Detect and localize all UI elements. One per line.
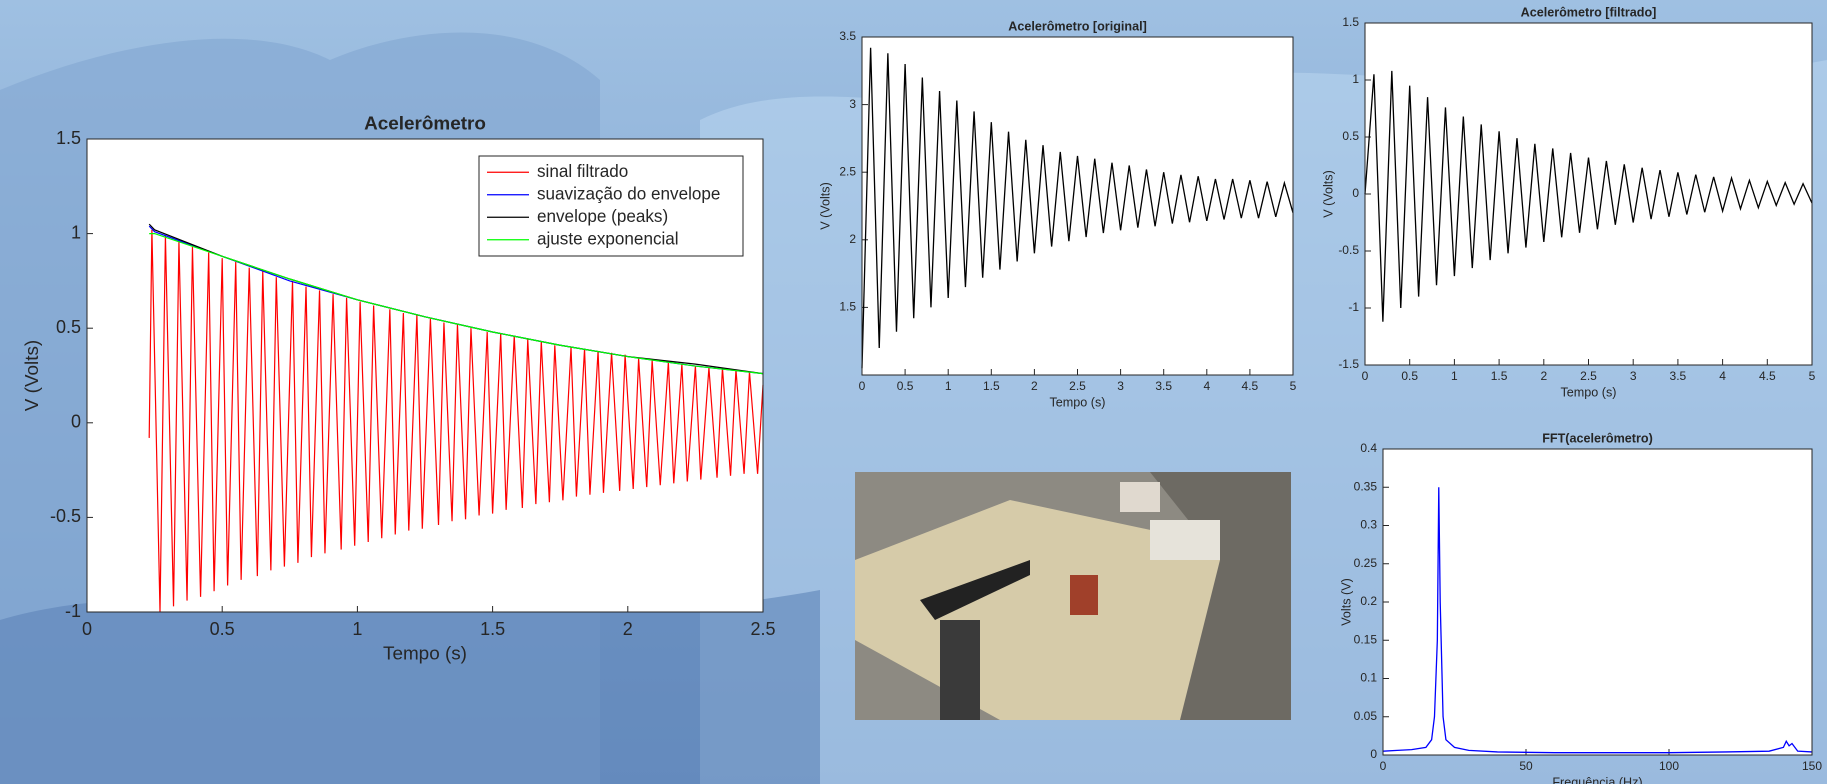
x-tick-label: 1 [945, 379, 952, 393]
x-tick-label: 0.5 [897, 379, 914, 393]
y-axis-label: V (Volts) [22, 340, 43, 411]
x-axis-label: Tempo (s) [383, 643, 467, 664]
photo [855, 472, 1291, 720]
y-tick-label: -0.5 [1338, 243, 1359, 257]
y-tick-label: 0 [1352, 186, 1359, 200]
data-line [148, 229, 764, 613]
plot-area [1383, 449, 1812, 755]
y-tick-label: 2 [849, 232, 856, 246]
photo-arm [920, 560, 1030, 620]
x-tick-label: 3.5 [1670, 369, 1687, 383]
axes-box [1382, 448, 1813, 756]
y-tick-label: -0.5 [50, 506, 81, 526]
x-tick-label: 4.5 [1242, 379, 1259, 393]
y-axis-label: V (Volts) [818, 182, 832, 230]
x-tick-label: 2 [623, 619, 633, 639]
x-tick-label: 5 [1809, 369, 1816, 383]
chart-title: Acelerômetro [364, 114, 486, 135]
x-tick-label: 1.5 [1491, 369, 1508, 383]
chart-title: Acelerômetro [filtrado] [1521, 6, 1657, 20]
x-tick-label: 150 [1802, 759, 1822, 773]
y-tick-label: -1.5 [1338, 357, 1359, 371]
y-tick-label: 0.2 [1360, 594, 1377, 608]
x-tick-label: 100 [1659, 759, 1679, 773]
background-shape [0, 590, 820, 784]
axes-box [86, 138, 764, 613]
y-tick-label: 0.1 [1360, 671, 1377, 685]
photo-cabinet [1150, 472, 1291, 720]
x-axis-label: Frequência (Hz) [1552, 776, 1642, 784]
y-tick-label: 0.5 [56, 317, 81, 337]
chart-title: Acelerômetro [original] [1008, 20, 1147, 34]
x-tick-label: 2 [1031, 379, 1038, 393]
plot-area [1365, 23, 1812, 365]
x-tick-label: 4 [1719, 369, 1726, 383]
x-tick-label: 3 [1117, 379, 1124, 393]
x-tick-label: 2 [1540, 369, 1547, 383]
x-tick-label: 5 [1290, 379, 1297, 393]
x-axis-label: Tempo (s) [1050, 396, 1106, 410]
x-tick-label: 1 [352, 619, 362, 639]
y-tick-label: 0 [71, 412, 81, 432]
legend-label: sinal filtrado [537, 162, 628, 181]
axes-box [1364, 22, 1813, 366]
y-tick-label: 1 [71, 222, 81, 242]
legend-label: envelope (peaks) [537, 207, 668, 226]
x-tick-label: 2.5 [750, 619, 775, 639]
photo-stand [940, 620, 980, 720]
x-tick-label: 0 [859, 379, 866, 393]
y-tick-label: 0.05 [1354, 709, 1378, 723]
y-tick-label: 2.5 [839, 164, 856, 178]
x-tick-label: 0 [1380, 759, 1387, 773]
legend-label: ajuste exponencial [537, 229, 679, 248]
y-tick-label: 3 [849, 97, 856, 111]
y-tick-label: -1 [65, 601, 81, 621]
x-tick-label: 1 [1451, 369, 1458, 383]
data-line [149, 233, 764, 375]
y-axis-label: Volts (V) [1339, 578, 1353, 626]
data-line [861, 47, 1294, 369]
y-tick-label: 0.4 [1360, 441, 1377, 455]
y-tick-label: 1.5 [839, 300, 856, 314]
x-tick-label: 2.5 [1069, 379, 1086, 393]
data-line [1364, 70, 1813, 322]
y-tick-label: 0.35 [1354, 479, 1378, 493]
x-tick-label: 1.5 [480, 619, 505, 639]
x-tick-label: 2.5 [1580, 369, 1597, 383]
x-axis-label: Tempo (s) [1561, 386, 1617, 400]
x-tick-label: 3.5 [1155, 379, 1172, 393]
x-tick-label: 3 [1630, 369, 1637, 383]
y-tick-label: 0.3 [1360, 518, 1377, 532]
y-axis-label: V (Volts) [1321, 170, 1335, 218]
photo-device [1070, 575, 1098, 615]
y-tick-label: 0.25 [1354, 556, 1378, 570]
legend-label: suavização do envelope [537, 184, 720, 203]
x-tick-label: 1.5 [983, 379, 1000, 393]
y-tick-label: 3.5 [839, 29, 856, 43]
y-tick-label: 1.5 [56, 128, 81, 148]
x-tick-label: 4 [1203, 379, 1210, 393]
y-tick-label: 1.5 [1342, 15, 1359, 29]
x-tick-label: 4.5 [1759, 369, 1776, 383]
x-tick-label: 0.5 [1401, 369, 1418, 383]
data-line [1382, 487, 1813, 754]
x-tick-label: 0 [1362, 369, 1369, 383]
y-tick-label: 0.5 [1342, 129, 1359, 143]
photo-paper [1150, 520, 1220, 560]
axes-box [861, 36, 1294, 376]
y-tick-label: -1 [1348, 300, 1359, 314]
photo-shoe [1120, 482, 1160, 512]
y-tick-label: 0 [1370, 747, 1377, 761]
chart-title: FFT(acelerômetro) [1542, 432, 1653, 446]
x-tick-label: 0 [82, 619, 92, 639]
y-tick-label: 1 [1352, 72, 1359, 86]
y-tick-label: 0.15 [1354, 632, 1378, 646]
x-tick-label: 50 [1519, 759, 1533, 773]
x-tick-label: 0.5 [210, 619, 235, 639]
